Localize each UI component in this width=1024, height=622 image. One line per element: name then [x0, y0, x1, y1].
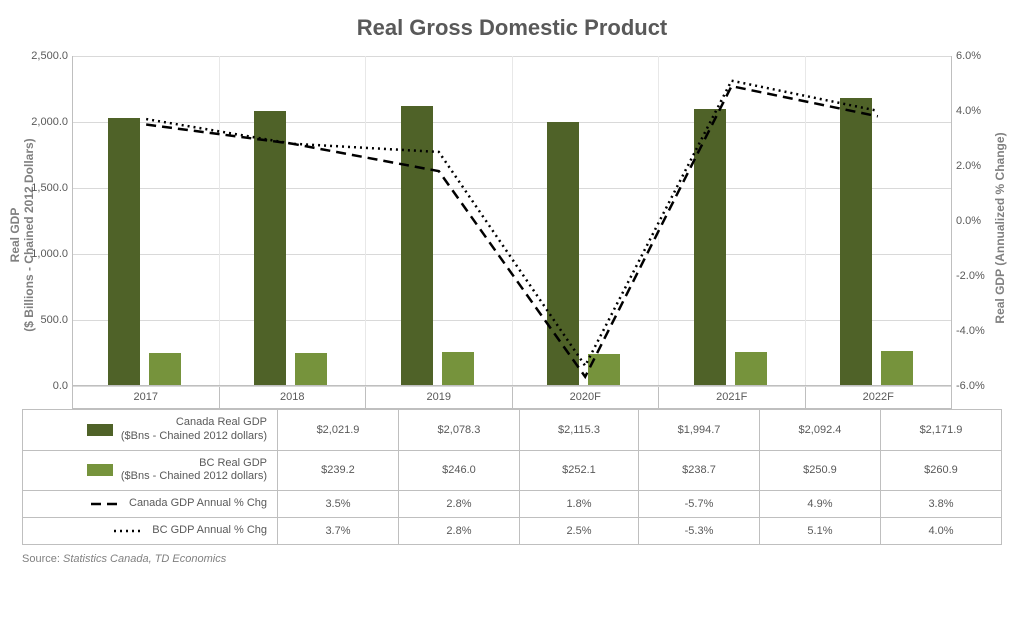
y-right-tick: 2.0%: [956, 160, 981, 172]
source-citation: Source: Statistics Canada, TD Economics: [22, 553, 1004, 565]
data-cell: 1.8%: [519, 491, 638, 518]
category-column: [73, 56, 220, 385]
x-axis-label: 2020F: [512, 386, 660, 409]
y-right-tick: -6.0%: [956, 380, 985, 392]
category-column: [659, 56, 806, 385]
chart-title: Real Gross Domestic Product: [20, 15, 1004, 41]
table-row-canada-chg: Canada GDP Annual % Chg3.5%2.8%1.8%-5.7%…: [23, 491, 1002, 518]
bar-canada: [840, 98, 872, 385]
data-cell: $2,078.3: [398, 410, 519, 451]
data-table: Canada Real GDP($Bns - Chained 2012 doll…: [22, 409, 1002, 545]
row-header: BC Real GDP($Bns - Chained 2012 dollars): [23, 450, 278, 491]
y-left-tick: 0.0: [53, 380, 68, 392]
data-cell: -5.7%: [639, 491, 760, 518]
table-row-bc-chg: BC GDP Annual % Chg3.7%2.8%2.5%-5.3%5.1%…: [23, 517, 1002, 544]
data-cell: $252.1: [519, 450, 638, 491]
legend-line-canada: [91, 498, 121, 510]
plot-area: [72, 56, 952, 386]
data-cell: $2,115.3: [519, 410, 638, 451]
data-cell: $2,171.9: [880, 410, 1001, 451]
y-axis-right: Real GDP (Annualized % Change) -6.0%-4.0…: [952, 56, 1002, 386]
x-axis-label: 2018: [219, 386, 367, 409]
data-cell: $260.9: [880, 450, 1001, 491]
data-cell: 2.8%: [398, 517, 519, 544]
category-column: [513, 56, 660, 385]
source-label: Source:: [22, 553, 60, 565]
y-right-tick: -2.0%: [956, 270, 985, 282]
y-left-tick: 2,500.0: [31, 50, 68, 62]
bar-canada: [401, 106, 433, 385]
data-cell: $246.0: [398, 450, 519, 491]
y-axis-left: Real GDP($ Billions - Chained 2012 Dolla…: [22, 56, 72, 386]
data-cell: $1,994.7: [639, 410, 760, 451]
category-column: [366, 56, 513, 385]
data-cell: $2,092.4: [759, 410, 880, 451]
bar-canada: [547, 122, 579, 385]
bar-bc: [442, 352, 474, 385]
bar-canada: [254, 111, 286, 385]
y-axis-left-label: Real GDP($ Billions - Chained 2012 Dolla…: [8, 125, 36, 345]
y-axis-right-label: Real GDP (Annualized % Change): [993, 108, 1007, 348]
data-cell: 4.9%: [759, 491, 880, 518]
y-left-tick: 1,500.0: [31, 182, 68, 194]
row-header: BC GDP Annual % Chg: [23, 517, 278, 544]
gridline: [73, 386, 951, 387]
data-cell: 4.0%: [880, 517, 1001, 544]
source-value: Statistics Canada, TD Economics: [63, 553, 226, 565]
data-cell: 2.8%: [398, 491, 519, 518]
legend-line-bc: [114, 525, 144, 537]
legend-swatch-canada: [87, 424, 113, 436]
x-axis-label: 2022F: [805, 386, 953, 409]
category-column: [806, 56, 952, 385]
row-header: Canada Real GDP($Bns - Chained 2012 doll…: [23, 410, 278, 451]
table-row-bc-gdp: BC Real GDP($Bns - Chained 2012 dollars)…: [23, 450, 1002, 491]
y-right-tick: 4.0%: [956, 105, 981, 117]
y-right-tick: -4.0%: [956, 325, 985, 337]
chart-wrapper: Real GDP($ Billions - Chained 2012 Dolla…: [22, 56, 1002, 409]
data-cell: -5.3%: [639, 517, 760, 544]
data-cell: 3.5%: [278, 491, 399, 518]
y-left-tick: 500.0: [40, 314, 68, 326]
data-cell: $239.2: [278, 450, 399, 491]
bar-bc: [588, 354, 620, 386]
x-axis-label: 2021F: [658, 386, 806, 409]
data-cell: 3.7%: [278, 517, 399, 544]
bar-bc: [881, 351, 913, 385]
data-cell: $2,021.9: [278, 410, 399, 451]
y-left-tick: 1,000.0: [31, 248, 68, 260]
table-row-canada-gdp: Canada Real GDP($Bns - Chained 2012 doll…: [23, 410, 1002, 451]
data-cell: 3.8%: [880, 491, 1001, 518]
y-right-tick: 6.0%: [956, 50, 981, 62]
x-axis-labels: 2017201820192020F2021F2022F: [72, 386, 952, 409]
bar-bc: [149, 353, 181, 385]
data-cell: $238.7: [639, 450, 760, 491]
x-axis-label: 2017: [72, 386, 220, 409]
y-left-tick: 2,000.0: [31, 116, 68, 128]
y-right-tick: 0.0%: [956, 215, 981, 227]
data-cell: $250.9: [759, 450, 880, 491]
x-axis-label: 2019: [365, 386, 513, 409]
data-cell: 2.5%: [519, 517, 638, 544]
category-column: [220, 56, 367, 385]
bar-bc: [295, 353, 327, 385]
legend-swatch-bc: [87, 464, 113, 476]
bar-canada: [694, 109, 726, 385]
bar-bc: [735, 352, 767, 385]
data-cell: 5.1%: [759, 517, 880, 544]
row-header: Canada GDP Annual % Chg: [23, 491, 278, 518]
bar-canada: [108, 118, 140, 385]
